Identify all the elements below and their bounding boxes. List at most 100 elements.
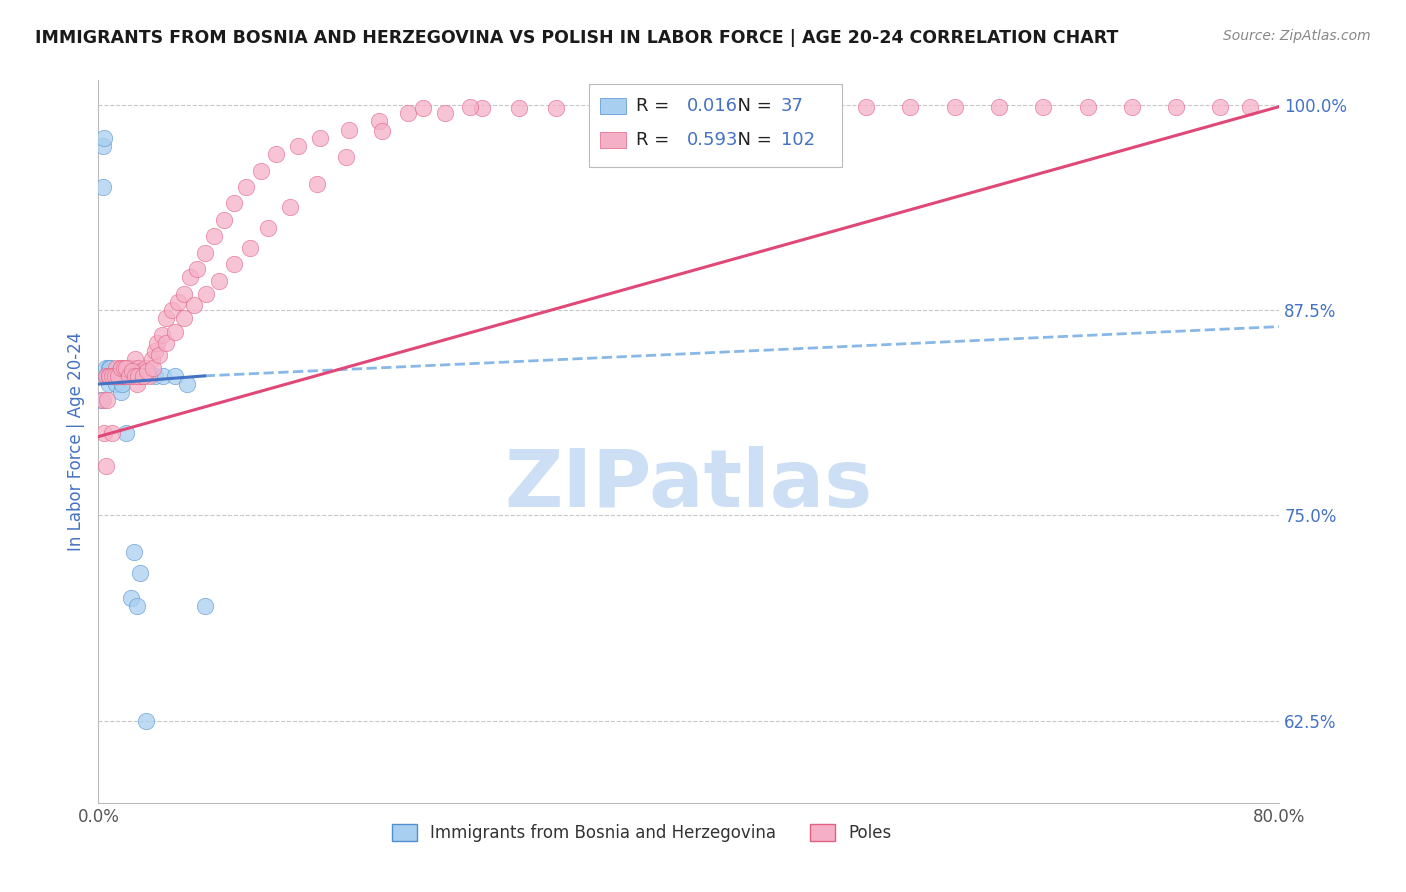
Text: Source: ZipAtlas.com: Source: ZipAtlas.com — [1223, 29, 1371, 43]
Text: 0.593: 0.593 — [686, 131, 738, 149]
Point — [176, 377, 198, 392]
Point — [1032, 99, 1054, 113]
Point — [368, 114, 391, 128]
Point — [110, 368, 132, 383]
Point — [810, 99, 832, 113]
Y-axis label: In Labor Force | Age 20-24: In Labor Force | Age 20-24 — [66, 332, 84, 551]
Text: N =: N = — [725, 96, 778, 114]
Point — [287, 139, 309, 153]
Point — [97, 368, 120, 383]
Point — [142, 360, 165, 375]
Point — [103, 368, 125, 383]
Point — [173, 286, 195, 301]
Point — [94, 360, 117, 375]
Point — [115, 360, 138, 375]
Point — [305, 177, 328, 191]
Point — [98, 360, 121, 375]
Point — [103, 368, 125, 383]
Point — [112, 360, 135, 375]
Point — [100, 426, 122, 441]
Point — [115, 426, 138, 441]
Point — [165, 368, 187, 383]
Point — [107, 368, 129, 383]
Point — [105, 368, 128, 383]
Point — [91, 139, 114, 153]
Text: 37: 37 — [782, 96, 804, 114]
Point — [111, 368, 134, 383]
Point — [124, 352, 146, 367]
Point — [100, 368, 122, 383]
Point — [121, 368, 143, 383]
Point — [112, 368, 135, 383]
Point — [114, 368, 136, 383]
Point — [135, 714, 157, 728]
Point — [1121, 99, 1143, 113]
Point — [127, 368, 149, 383]
Point — [634, 101, 657, 115]
Point — [118, 368, 141, 383]
Point — [128, 368, 150, 383]
Point — [398, 106, 420, 120]
Point — [194, 245, 217, 260]
Text: 102: 102 — [782, 131, 815, 149]
Text: N =: N = — [725, 131, 778, 149]
Point — [104, 368, 127, 383]
Point — [309, 130, 332, 145]
Point — [1209, 99, 1232, 113]
Point — [202, 229, 225, 244]
Point — [165, 325, 187, 339]
Point — [589, 101, 612, 115]
Point — [257, 221, 280, 235]
Point — [110, 360, 132, 375]
Point — [335, 151, 357, 165]
Legend: Immigrants from Bosnia and Herzegovina, Poles: Immigrants from Bosnia and Herzegovina, … — [385, 817, 898, 848]
Point — [155, 311, 177, 326]
Point — [104, 368, 127, 383]
Point — [105, 377, 128, 392]
Point — [162, 303, 183, 318]
Point — [183, 298, 205, 312]
Point — [434, 106, 457, 120]
Point — [460, 99, 482, 113]
Text: ZIPatlas: ZIPatlas — [505, 446, 873, 524]
Point — [224, 196, 246, 211]
Point — [117, 368, 139, 383]
Point — [104, 368, 127, 383]
Point — [135, 360, 157, 375]
Point — [900, 99, 922, 113]
Point — [125, 377, 148, 392]
Point — [94, 368, 117, 383]
Point — [107, 368, 129, 383]
Point — [108, 368, 131, 383]
Point — [122, 544, 145, 558]
Point — [224, 257, 246, 271]
Point — [141, 352, 163, 367]
Point — [339, 122, 361, 136]
Point — [117, 360, 139, 375]
Point — [239, 241, 262, 255]
Point — [96, 393, 118, 408]
Point — [235, 180, 257, 194]
Point — [100, 368, 122, 383]
Bar — [600, 97, 626, 113]
Point — [105, 360, 128, 375]
Bar — [600, 132, 626, 148]
Point — [108, 368, 131, 383]
Point — [152, 368, 174, 383]
Point — [143, 344, 166, 359]
Point — [371, 124, 394, 138]
Point — [112, 368, 135, 383]
Point — [766, 99, 789, 113]
Point — [412, 101, 434, 115]
Point — [93, 426, 115, 441]
Point — [96, 368, 118, 383]
Point — [121, 364, 143, 378]
Point — [124, 368, 146, 383]
Point — [212, 212, 235, 227]
Point — [118, 368, 141, 383]
Point — [93, 130, 115, 145]
Point — [508, 101, 530, 115]
Bar — [589, 84, 842, 167]
Point — [988, 99, 1011, 113]
Point — [91, 393, 114, 408]
